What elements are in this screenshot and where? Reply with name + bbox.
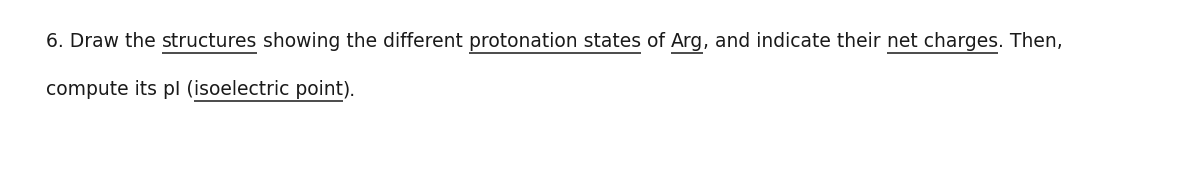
Text: structures: structures	[162, 32, 257, 51]
Text: showing the different: showing the different	[257, 32, 469, 51]
Text: . Then,: . Then,	[998, 32, 1063, 51]
Text: net charges: net charges	[887, 32, 998, 51]
Text: of: of	[641, 32, 671, 51]
Text: 6. Draw the: 6. Draw the	[46, 32, 162, 51]
Text: , and indicate their: , and indicate their	[703, 32, 887, 51]
Text: ).: ).	[343, 80, 356, 99]
Text: isoelectric point: isoelectric point	[193, 80, 343, 99]
Text: compute its pI (: compute its pI (	[46, 80, 193, 99]
Text: Arg: Arg	[671, 32, 703, 51]
Text: protonation states: protonation states	[469, 32, 641, 51]
